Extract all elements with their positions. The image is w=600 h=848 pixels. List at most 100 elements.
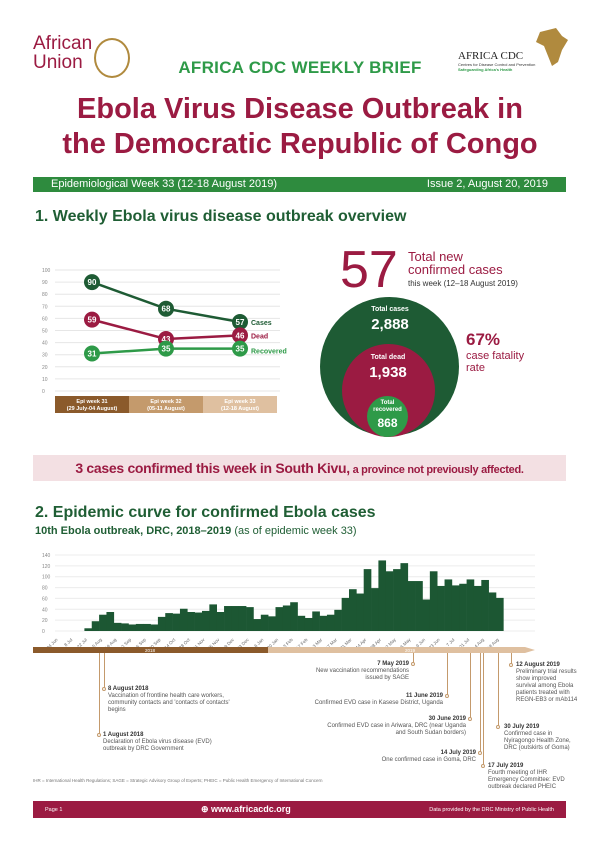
bar — [275, 607, 284, 631]
timeline-connector — [511, 653, 512, 666]
bar — [194, 612, 203, 631]
timeline-marker-icon — [445, 694, 449, 698]
weekly-line-chart: 0 10 20 30 40 50 60 70 80 90 100 Epi week 31(29 Jul… — [42, 268, 287, 413]
timeline-connector — [483, 653, 484, 767]
issue-bar: Epidemiological Week 33 (12-18 August 20… — [33, 177, 566, 192]
bar — [165, 613, 173, 631]
bar — [466, 579, 475, 631]
bar — [84, 628, 93, 631]
event-date: 1 August 2018 — [103, 732, 144, 738]
title-line: the Democratic Republic of Congo — [62, 128, 538, 160]
legend-label: Recovered — [251, 349, 287, 356]
y-tick-label: 0 — [42, 389, 45, 395]
timeline-marker-icon — [481, 764, 485, 768]
label-line: confirmed cases — [408, 262, 503, 277]
issue-date: Issue 2, August 20, 2019 — [426, 178, 548, 190]
timeline-marker-icon — [102, 687, 106, 691]
event-text: Vaccination of frontline health care wor… — [108, 693, 230, 713]
timeline-event: 11 June 2019 Confirmed EVD case in Kasese… — [297, 693, 443, 707]
bar — [224, 606, 232, 631]
bar — [231, 606, 240, 631]
event-text: One confirmed case in Goma, DRC — [381, 757, 476, 763]
x-tick-label: 6 Jan — [253, 637, 265, 649]
case-fatality-rate: 67% case fatality rate — [466, 330, 524, 374]
total-recovered-value: 868 — [377, 416, 398, 430]
url[interactable]: www.africacdc.org — [211, 804, 291, 814]
y-tick-label: 70 — [42, 304, 48, 310]
y-tick-label: 0 — [42, 629, 45, 635]
banner-bold: 3 cases confirmed this week in South Kiv… — [75, 460, 350, 476]
alert-banner: 3 cases confirmed this week in South Kiv… — [33, 455, 566, 481]
epi-curve-title: 10th Ebola outbreak, DRC, 2018–2019 (as … — [35, 525, 357, 537]
bar — [400, 563, 409, 631]
bar — [238, 606, 247, 631]
timeline-connector — [413, 653, 414, 665]
bar — [121, 623, 129, 631]
section2-heading: 2. Epidemic curve for confirmed Ebola ca… — [35, 504, 376, 521]
bar — [459, 583, 467, 631]
event-text: Confirmed case in Nyiragongo Health Zone… — [504, 731, 571, 751]
category-band — [55, 396, 129, 413]
page-number: Page 1 — [45, 806, 63, 813]
x-category-label: Epi week 33 — [224, 399, 255, 405]
bar — [202, 610, 210, 631]
data-label: 31 — [88, 349, 97, 358]
timeline-2019-arrow — [268, 647, 535, 653]
bar — [246, 607, 254, 631]
y-tick-label: 90 — [42, 280, 48, 286]
x-tick-label: 7 Jul — [445, 637, 455, 647]
y-tick-label: 40 — [42, 607, 48, 613]
timeline-marker-icon — [509, 663, 513, 667]
total-dead-label: Total dead — [370, 354, 406, 361]
new-cases-count: 57 — [340, 241, 398, 299]
timeline-connector — [498, 653, 499, 728]
x-tick-label: 8 Jul — [63, 637, 73, 647]
bar — [393, 569, 401, 631]
website-link[interactable]: ⊕ www.africacdc.org — [201, 804, 291, 815]
timeline-connector — [447, 653, 448, 697]
event-date: 14 July 2019 — [440, 750, 476, 756]
footer-bar: Page 1 ⊕ www.africacdc.org Data provided b… — [33, 801, 566, 818]
bar — [304, 617, 313, 631]
bar — [209, 604, 217, 631]
period: this week (12–18 August 2019) — [408, 279, 518, 288]
data-point — [84, 311, 100, 328]
bar — [312, 611, 320, 631]
timeline-event: 8 August 2018 Vaccination of frontline he… — [108, 686, 233, 714]
logo-text: Safeguarding Africa's Health — [458, 67, 513, 72]
footnote: IHR = International Health Regulations; … — [33, 778, 323, 783]
y-tick-label: 80 — [42, 586, 48, 592]
bar — [172, 613, 181, 631]
bar — [407, 581, 416, 631]
data-point — [158, 340, 174, 357]
logo-text: Centres for Disease Control and Preventi… — [458, 62, 536, 67]
section1-heading: 1. Weekly Ebola virus disease outbreak o… — [35, 208, 407, 225]
timeline-event: 12 August 2019 Preliminary trial results … — [516, 662, 578, 704]
bar — [444, 579, 453, 631]
data-point — [232, 340, 248, 357]
timeline-marker-icon — [468, 717, 472, 721]
y-tick-label: 30 — [42, 353, 48, 359]
y-tick-label: 100 — [42, 268, 51, 274]
y-tick-label: 120 — [42, 564, 51, 570]
y-tick-label: 40 — [42, 341, 48, 347]
data-label: 68 — [162, 305, 171, 314]
timeline-marker-icon — [496, 725, 500, 729]
data-label: 59 — [88, 316, 97, 325]
total-recovered-label: Total recovered — [373, 400, 402, 413]
data-label: 90 — [88, 278, 97, 287]
timeline-event: 30 July 2019 Confirmed case in Nyiragongo… — [504, 724, 576, 752]
year-label: 2018 — [145, 648, 156, 653]
bar — [326, 614, 335, 631]
page-title: Ebola Virus Disease Outbreak in the Democ… — [0, 92, 600, 162]
event-date: 8 August 2018 — [108, 686, 149, 692]
event-date: 12 August 2019 — [516, 662, 560, 668]
x-tick-label: 9 Jun — [415, 637, 427, 649]
y-tick-label: 20 — [42, 618, 48, 624]
event-date: 30 July 2019 — [504, 724, 540, 730]
bar — [481, 579, 489, 631]
chart-title: 10th Ebola outbreak, DRC, 2018–2019 — [35, 525, 232, 537]
timeline-marker-icon — [97, 733, 101, 737]
bar — [135, 623, 144, 631]
